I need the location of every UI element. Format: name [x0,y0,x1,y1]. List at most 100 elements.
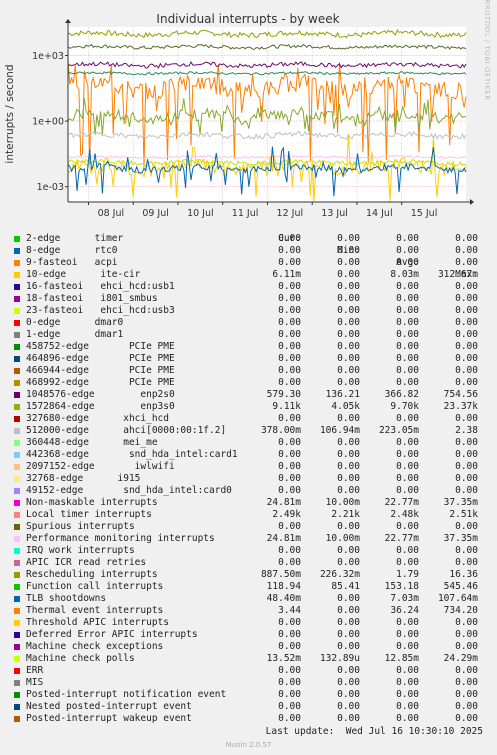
legend-max-value: 23.37k [443,401,478,412]
legend-cur-value: 0.00 [278,233,301,244]
legend-row: APIC ICR read retries 0.00 0.00 0.00 0.00 [12,557,492,569]
legend-label: 466944-edge PCIe PME [26,365,175,376]
legend-avg-value: 0.00 [396,293,419,304]
legend-label: 49152-edge snd_hda_intel:card0 [26,485,232,496]
legend-cur-value: 0.00 [278,293,301,304]
legend-min-value: 0.00 [337,365,360,376]
legend-row: ERR 0.00 0.00 0.00 0.00 [12,665,492,677]
legend-header-max: Max: [455,269,478,280]
legend-min-value: 0.00 [337,329,360,340]
y-tick-label: 1e+03 [32,51,64,62]
legend-avg-value: 22.77m [384,497,419,508]
legend-min-value: 0.00 [337,485,360,496]
legend-swatch [14,560,20,566]
munin-version: Munin 2.0.57 [225,741,272,749]
legend-cur-value: 0.00 [278,665,301,676]
legend-cur-value: 0.00 [278,281,301,292]
legend-row: Non-maskable interrupts 24.81m 10.00m 22.77… [12,497,492,509]
legend-max-value: 754.56 [443,389,478,400]
legend-label: 32768-edge i915 [26,473,141,484]
legend-swatch [14,644,20,650]
legend-avg-value: 0.00 [396,413,419,424]
legend-max-value: 16.36 [449,569,478,580]
legend-label: 1048576-edge enp2s0 [26,389,175,400]
legend-min-value: 0.00 [337,545,360,556]
legend-avg-value: 22.77m [384,533,419,544]
legend-label: 16-fasteoi ehci_hcd:usb1 [26,281,175,292]
legend-label: 512000-edge ahci[0000:00:1f.2] [26,425,227,436]
legend-cur-value: 0.00 [278,341,301,352]
legend-swatch [14,464,20,470]
legend-swatch [14,248,20,254]
legend-min-value: 85.41 [331,581,360,592]
legend-label: 8-edge rtc0 [26,245,118,256]
legend-avg-value: 1.79 [396,569,419,580]
legend-label: Deferred Error APIC interrupts [26,629,198,640]
legend-min-value: 106.94m [319,425,360,436]
legend-swatch [14,296,20,302]
legend-row: Nested posted-interrupt event 0.00 0.00 0.0… [12,701,492,713]
legend-rows: 2-edge timer 0.00 0.00 0.00 0.00 8-edge rtc0 0… [12,233,492,725]
legend-cur-value: 0.00 [278,713,301,724]
legend-cur-value: 0.00 [278,437,301,448]
legend-min-value: 0.00 [337,605,360,616]
legend-avg-value: 0.00 [396,233,419,244]
legend-avg-value: 0.00 [396,341,419,352]
legend-cur-value: 0.00 [278,545,301,556]
legend-label: Rescheduling interrupts [26,569,158,580]
legend-min-value: 0.00 [337,701,360,712]
legend-swatch [14,656,20,662]
legend-max-value: 0.00 [455,377,478,388]
legend-label: Machine check exceptions [26,641,164,652]
legend-swatch [14,680,20,686]
legend-swatch [14,488,20,494]
legend-row: 18-fasteoi i801_smbus 0.00 0.00 0.00 0.00 [12,293,492,305]
legend-avg-value: 0.00 [396,257,419,268]
legend-min-value: 0.00 [337,377,360,388]
legend-min-value: 0.00 [337,713,360,724]
legend-max-value: 0.00 [455,701,478,712]
legend-cur-value: 0.00 [278,557,301,568]
legend-cur-value: 0.00 [278,689,301,700]
legend-max-value: 0.00 [455,329,478,340]
legend-header-avg: Avg: [396,257,419,268]
legend-cur-value: 2.49k [272,509,301,520]
legend-avg-value: 2.48k [390,509,419,520]
legend-max-value: 0.00 [455,233,478,244]
legend-max-value: 0.00 [455,341,478,352]
series-line [67,58,467,168]
legend-avg-value: 0.00 [396,473,419,484]
legend-min-value: 0.00 [337,317,360,328]
legend-max-value: 2.51k [449,509,478,520]
legend-swatch [14,524,20,530]
legend-max-value: 0.00 [455,521,478,532]
series-line [67,97,467,135]
legend-max-value: 0.00 [455,617,478,628]
legend-cur-value: 0.00 [278,257,301,268]
legend-swatch [14,272,20,278]
legend-label: ERR [26,665,44,676]
legend-max-value: 0.00 [455,677,478,688]
legend-avg-value: 0.00 [396,617,419,628]
legend-swatch [14,536,20,542]
legend-row: 2097152-edge iwlwifi 0.00 0.00 0.00 0.00 [12,461,492,473]
legend-row: Machine check polls 13.52m 132.89u 12.85m 24… [12,653,492,665]
legend-avg-value: 0.00 [396,545,419,556]
legend-avg-value: 0.00 [396,365,419,376]
legend-avg-value: 0.00 [396,665,419,676]
legend-row: 327680-edge xhci_hcd 0.00 0.00 0.00 0.00 [12,413,492,425]
legend-max-value: 0.00 [455,365,478,376]
y-tick-label: 1e-03 [37,182,64,193]
legend-row: Spurious interrupts 0.00 0.00 0.00 0.00 [12,521,492,533]
legend-swatch [14,428,20,434]
legend-row: Function call interrupts 118.94 85.41 153.1… [12,581,492,593]
legend-swatch [14,704,20,710]
legend-cur-value: 0.00 [278,641,301,652]
legend-max-value: 24.29m [443,653,478,664]
legend-row: 458752-edge PCIe PME 0.00 0.00 0.00 0.00 [12,341,492,353]
legend-cur-value: 24.81m [266,497,301,508]
series-line [67,43,467,50]
legend-cur-value: 0.00 [278,521,301,532]
legend-swatch [14,284,20,290]
legend-min-value: 0.00 [337,341,360,352]
